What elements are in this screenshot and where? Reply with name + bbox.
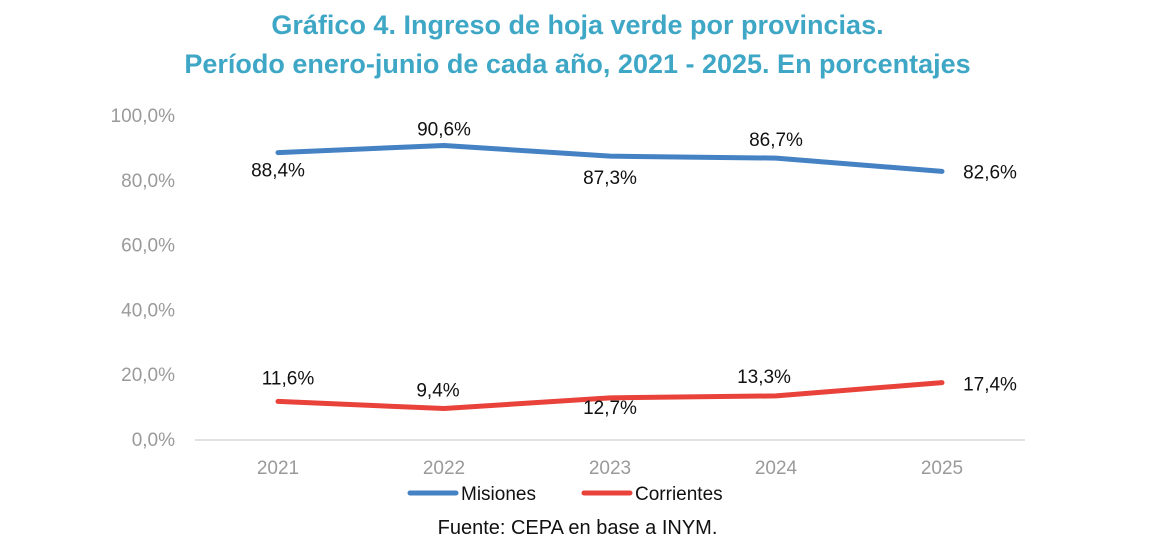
data-label: 17,4% [963,375,1017,396]
chart-title-line-2: Período enero-junio de cada año, 2021 - … [184,49,971,79]
source-note: Fuente: CEPA en base a INYM. [437,517,718,539]
y-tick-label: 100,0% [111,106,176,127]
data-label: 87,3% [583,168,637,189]
series-line-corrientes [275,380,945,412]
chart-title-line-1: Gráfico 4. Ingreso de hoja verde por pro… [271,10,884,40]
data-label: 12,7% [583,398,637,419]
y-tick-label: 60,0% [121,236,175,257]
x-tick-label: 2022 [423,458,465,479]
x-tick-label: 2024 [755,458,798,479]
y-tick-label: 80,0% [121,171,175,192]
data-label: 86,7% [749,130,803,151]
data-label: 88,4% [251,161,305,182]
series-line-misiones [275,142,945,174]
x-tick-label: 2025 [921,458,963,479]
legend-label: Misiones [461,484,536,505]
y-tick-label: 0,0% [132,430,175,451]
x-tick-label: 2023 [589,458,631,479]
x-tick-label: 2021 [257,458,299,479]
legend-label: Corrientes [635,484,723,505]
data-label: 13,3% [737,367,791,388]
data-label: 11,6% [262,368,315,389]
data-label: 82,6% [963,162,1017,183]
data-label: 9,4% [416,381,459,402]
data-label: 90,6% [417,119,471,140]
y-tick-label: 20,0% [121,365,175,386]
y-tick-label: 40,0% [121,300,175,321]
